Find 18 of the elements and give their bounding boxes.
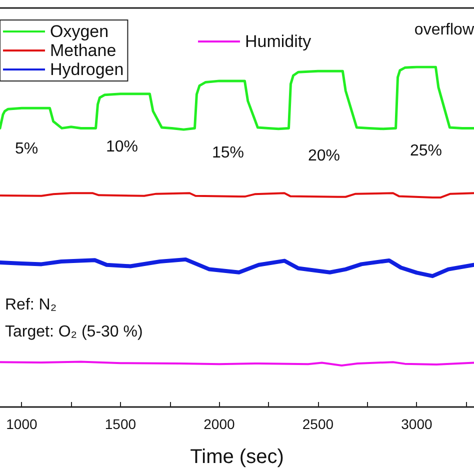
legend-label: Oxygen [50,22,109,41]
legend-label: Methane [50,41,116,60]
x-tick-label: 1500 [104,416,136,432]
annotation: 25% [410,142,442,160]
x-tick-label: 2000 [204,416,236,432]
text: overflow [414,22,474,38]
x-axis-title: Time (sec) [190,446,284,468]
annotation: 10% [106,138,138,156]
annotation: 5% [15,140,38,158]
annotation: Ref: N₂ [5,296,57,314]
x-tick-label: 2500 [302,416,334,432]
legend-label: Hydrogen [50,60,124,79]
x-tick-label: 3000 [401,416,433,432]
annotation: 20% [308,148,340,164]
annotation: Target: O₂ (5-30 %) [5,324,143,340]
legend-label: Humidity [245,32,312,51]
x-tick-label: 1000 [6,416,38,432]
annotation: 15% [212,144,244,162]
